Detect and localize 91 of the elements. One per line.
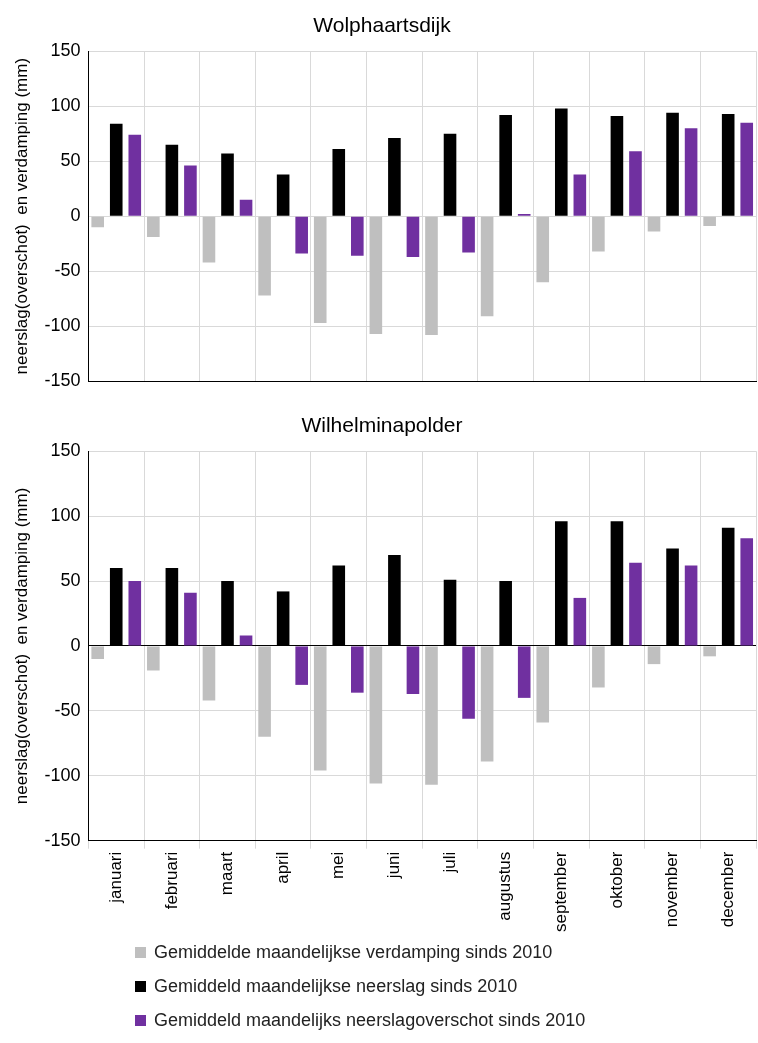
bar bbox=[221, 153, 234, 216]
legend-label: Gemiddeld maandelijkse neerslag sinds 2010 bbox=[154, 975, 518, 997]
bar bbox=[91, 646, 104, 659]
y-tick-label: 150 bbox=[50, 40, 81, 61]
bar bbox=[128, 581, 142, 646]
bar bbox=[313, 216, 327, 323]
bar bbox=[91, 216, 104, 228]
y-tick-label: 50 bbox=[60, 570, 81, 590]
bar bbox=[425, 216, 438, 335]
bar bbox=[647, 216, 661, 232]
bar bbox=[666, 112, 679, 216]
bar bbox=[332, 149, 346, 216]
bar bbox=[406, 646, 420, 694]
y-tick-label: 100 bbox=[50, 95, 81, 116]
x-tick-label: september bbox=[550, 851, 570, 933]
bar bbox=[592, 646, 605, 688]
bar bbox=[554, 108, 568, 216]
y-tick-label: -50 bbox=[54, 699, 81, 720]
bar bbox=[684, 128, 698, 216]
x-tick-label: december bbox=[717, 851, 737, 928]
bar bbox=[184, 592, 197, 646]
bar bbox=[703, 216, 716, 227]
bar bbox=[128, 134, 142, 216]
bar bbox=[388, 138, 401, 216]
bar bbox=[684, 565, 698, 646]
y-tick-label: 0 bbox=[70, 634, 81, 655]
bar bbox=[462, 216, 475, 253]
y-tick-label: -150 bbox=[44, 370, 81, 391]
x-tick-label: mei bbox=[328, 851, 348, 880]
x-tick-label: januari bbox=[105, 851, 125, 904]
bar bbox=[629, 562, 642, 646]
bar bbox=[351, 646, 364, 693]
y-tick-label: 0 bbox=[70, 205, 81, 226]
bar bbox=[443, 133, 457, 216]
bar bbox=[425, 646, 438, 785]
bar bbox=[239, 199, 253, 216]
x-tick-label: februari bbox=[161, 851, 181, 910]
x-tick-label: augustus bbox=[495, 851, 515, 921]
bar bbox=[295, 646, 308, 685]
bar bbox=[740, 122, 754, 216]
bar bbox=[517, 646, 531, 698]
bar bbox=[258, 646, 271, 737]
bar bbox=[480, 646, 494, 762]
bar bbox=[629, 151, 642, 216]
bar bbox=[740, 538, 754, 646]
bar bbox=[184, 165, 197, 216]
bar bbox=[573, 174, 587, 216]
bar bbox=[165, 144, 179, 216]
y-tick-label: -100 bbox=[44, 764, 81, 785]
y-tick-label: -150 bbox=[44, 829, 81, 850]
bar bbox=[592, 216, 605, 252]
bar bbox=[351, 216, 364, 256]
legend-label: Gemiddeld maandelijks neerslagoverschot sinds 2010 bbox=[154, 1009, 586, 1031]
y-tick-label: 150 bbox=[50, 440, 81, 461]
chart-title: Wolphaartsdijk bbox=[313, 13, 452, 37]
x-tick-label: oktober bbox=[606, 851, 626, 909]
bar bbox=[369, 216, 383, 334]
bar bbox=[369, 646, 383, 784]
y-tick-label: 100 bbox=[50, 505, 81, 526]
bar bbox=[295, 216, 308, 254]
y-tick-label: 50 bbox=[60, 150, 81, 171]
x-tick-label: juli bbox=[439, 851, 459, 874]
bar bbox=[109, 123, 123, 216]
bar bbox=[147, 216, 160, 238]
bar bbox=[536, 646, 550, 723]
y-tick-label: -50 bbox=[54, 260, 81, 281]
bar bbox=[573, 597, 587, 646]
bar bbox=[499, 115, 512, 216]
bar bbox=[536, 216, 550, 283]
bar bbox=[462, 646, 475, 719]
y-axis-title: neerslag(overschot) en verdamping (mm) bbox=[11, 487, 31, 805]
bar bbox=[202, 646, 216, 701]
x-tick-label: juni bbox=[384, 851, 404, 880]
bar bbox=[703, 646, 716, 657]
bar bbox=[276, 174, 290, 216]
chart-title: Wilhelminapolder bbox=[301, 413, 463, 437]
bar bbox=[313, 646, 327, 771]
bar bbox=[647, 646, 661, 665]
bar bbox=[480, 216, 494, 317]
y-axis-title: neerslag(overschot) en verdamping (mm) bbox=[11, 57, 31, 375]
x-tick-label: april bbox=[272, 851, 292, 884]
bar bbox=[258, 216, 271, 296]
bar bbox=[202, 216, 216, 263]
bar bbox=[610, 116, 624, 216]
bar bbox=[147, 646, 160, 671]
legend-label: Gemiddelde maandelijkse verdamping sinds 2010 bbox=[154, 941, 553, 963]
bar bbox=[406, 216, 420, 257]
bar bbox=[721, 113, 735, 216]
x-tick-label: november bbox=[662, 851, 682, 928]
y-tick-label: -100 bbox=[44, 315, 81, 336]
x-tick-label: maart bbox=[217, 851, 237, 896]
